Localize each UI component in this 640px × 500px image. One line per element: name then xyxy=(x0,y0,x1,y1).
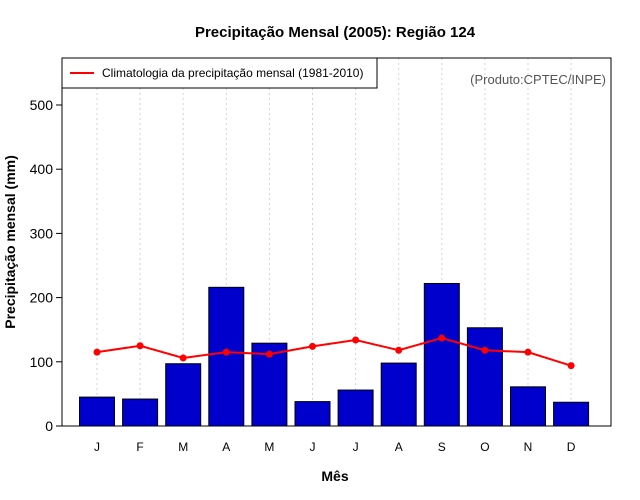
climatology-point xyxy=(352,336,360,344)
x-tick-label: J xyxy=(310,440,316,454)
x-axis-label: Mês xyxy=(321,468,348,484)
climatology-point xyxy=(567,362,575,370)
bar xyxy=(294,401,331,427)
x-tick-label: M xyxy=(178,440,188,454)
bar xyxy=(208,286,245,427)
legend: Climatologia da precipitação mensal (198… xyxy=(61,57,378,89)
bar xyxy=(510,386,546,427)
x-tick-label: A xyxy=(222,440,230,454)
credit-text: (Produto:CPTEC/INPE) xyxy=(470,72,606,87)
x-tick-label: J xyxy=(353,440,359,454)
climatology-point xyxy=(179,354,187,362)
x-tick-label: D xyxy=(567,440,576,454)
y-tick-label: 300 xyxy=(30,225,54,241)
chart-title: Precipitação Mensal (2005): Região 124 xyxy=(195,24,476,41)
bar xyxy=(423,282,460,427)
climatology-line xyxy=(93,334,575,370)
climatology-point xyxy=(136,342,144,350)
bar xyxy=(165,363,202,427)
bar xyxy=(79,396,115,427)
x-tick-label: A xyxy=(395,440,403,454)
x-tick-label: J xyxy=(94,440,100,454)
y-tick-label: 200 xyxy=(30,290,54,306)
plot-frame xyxy=(61,57,612,427)
climatology-series-line xyxy=(96,337,572,367)
x-tick-label: F xyxy=(136,440,143,454)
climatology-point xyxy=(438,334,446,342)
climatology-point xyxy=(222,348,230,356)
axes: 0 100 200 300 400 500 J F M A M J J A S O N D xyxy=(30,97,576,454)
bar xyxy=(466,327,503,427)
y-tick-label: 400 xyxy=(30,161,54,177)
y-tick-label: 0 xyxy=(45,418,53,434)
legend-label: Climatologia da precipitação mensal (198… xyxy=(102,66,363,80)
climatology-point xyxy=(265,350,273,358)
climatology-point xyxy=(481,346,489,354)
bar xyxy=(380,362,417,427)
y-tick-label: 100 xyxy=(30,354,54,370)
bars xyxy=(79,282,590,427)
x-tick-label: M xyxy=(264,440,274,454)
climatology-point xyxy=(395,346,403,354)
legend-box xyxy=(61,57,378,89)
bar xyxy=(553,401,590,427)
climatology-point xyxy=(93,348,101,356)
bar xyxy=(337,389,374,427)
x-tick-label: S xyxy=(438,440,446,454)
climatology-point xyxy=(309,342,316,350)
x-tick-label: O xyxy=(480,440,489,454)
y-tick-label: 500 xyxy=(30,97,54,113)
climatology-point xyxy=(524,348,532,356)
x-tick-label: N xyxy=(524,440,533,454)
bar xyxy=(122,398,159,427)
y-axis-label: Precipitação mensal (mm) xyxy=(2,155,18,329)
